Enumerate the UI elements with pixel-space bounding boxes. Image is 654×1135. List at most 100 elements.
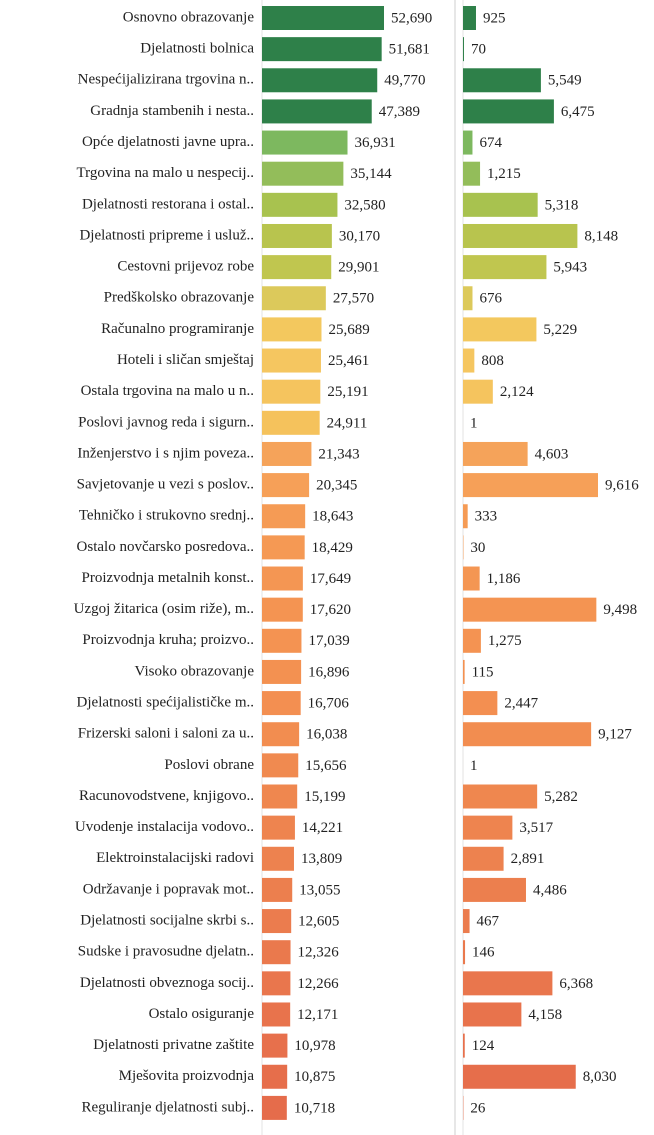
bar [262,1033,288,1058]
category-label: Održavanje i popravak mot.. [83,881,254,897]
category-label: Opće djelatnosti javne upra.. [82,134,254,150]
bar [463,691,498,716]
value-label: 333 [475,509,498,525]
category-label: Reguliranje djelatnosti subj.. [82,1099,254,1115]
value-label: 1,275 [488,633,522,649]
category-label: Ostalo novčarsko posredova.. [77,539,254,555]
bar [262,192,338,217]
bar [262,566,303,591]
category-label: Djelatnosti restorana i ostal.. [82,196,254,212]
bar [262,753,299,778]
bar [463,6,476,30]
bar [463,473,598,498]
category-label: Računalno programiranje [101,321,254,337]
value-label: 30 [470,540,485,556]
bar [262,410,320,435]
value-label: 51,681 [389,42,430,58]
category-label: Racunovodstvene, knjigovo.. [79,788,254,804]
bar [463,784,538,809]
bar [463,1033,465,1058]
bar [262,504,306,529]
value-label: 115 [472,664,494,680]
value-label: 10,718 [294,1100,335,1116]
category-label: Uzgoj žitarica (osim riže), m.. [74,601,254,617]
value-label: 1 [470,415,478,431]
value-label: 12,171 [297,1007,338,1023]
category-label: Trgovina na malo u nespecij.. [77,165,254,181]
value-label: 70 [471,42,486,58]
value-label: 16,038 [306,727,347,743]
value-label: 1 [470,758,478,774]
category-label: Ostalo osiguranje [149,1006,255,1022]
value-label: 1,186 [487,571,521,587]
value-label: 12,605 [298,913,339,929]
bar [463,37,464,62]
category-label: Hoteli i sličan smještaj [117,352,254,368]
bar [262,1002,291,1027]
bar [463,877,526,902]
value-label: 5,229 [543,322,577,338]
value-label: 5,282 [544,789,578,805]
bar [463,317,537,342]
bar [262,691,301,716]
value-label: 20,345 [316,478,357,494]
value-label: 18,429 [312,540,353,556]
bar [463,130,473,155]
value-label: 32,580 [344,197,385,213]
bar [262,971,291,996]
bar [262,473,310,498]
value-label: 12,266 [297,976,339,992]
bar [463,99,554,124]
bar [463,286,473,311]
bar [463,940,466,965]
category-label: Visoko obrazovanje [135,663,255,679]
value-label: 124 [472,1038,495,1054]
value-label: 52,690 [391,10,432,26]
bar [262,628,302,653]
bar [262,223,332,248]
value-label: 808 [481,353,504,369]
value-label: 27,570 [333,291,374,307]
value-label: 49,770 [384,73,425,89]
value-label: 17,620 [310,602,351,618]
bar [463,628,481,653]
value-label: 467 [477,913,500,929]
category-label: Tehničko i strukovno srednj.. [79,508,254,524]
bar [463,223,578,248]
bar [463,161,481,186]
bar [463,379,493,404]
category-label: Djelatnosti socijalne skrbi s.. [80,912,254,928]
value-label: 15,199 [304,789,345,805]
bar [262,130,348,155]
category-label: Djelatnosti pripreme i usluž.. [79,227,254,243]
category-label: Gradnja stambenih i nesta.. [90,103,254,119]
value-label: 8,148 [584,228,618,244]
value-label: 18,643 [312,509,353,525]
category-label: Savjetovanje u vezi s poslov.. [77,477,254,493]
bar [463,1002,522,1027]
value-label: 12,326 [298,945,340,961]
value-label: 25,191 [327,384,368,400]
bar [262,1064,288,1089]
bar [262,6,384,30]
value-label: 676 [479,291,502,307]
bar [262,535,305,560]
bar [463,68,541,93]
value-label: 16,896 [308,664,350,680]
bar [262,597,303,622]
category-label: Djelatnosti spećijalističke m.. [77,695,254,711]
value-label: 6,368 [559,976,593,992]
bar [463,846,504,871]
category-label: Ostala trgovina na malo u n.. [81,383,254,399]
bar [463,504,468,529]
value-label: 26 [470,1100,486,1116]
bar [463,971,553,996]
bar [463,348,475,373]
category-label: Uvodenje instalacija vodovo.. [75,819,254,835]
bar [463,192,538,217]
bar [262,815,295,840]
value-label: 4,486 [533,882,567,898]
value-label: 5,943 [553,260,587,276]
bar [262,722,300,747]
value-label: 13,055 [299,882,340,898]
